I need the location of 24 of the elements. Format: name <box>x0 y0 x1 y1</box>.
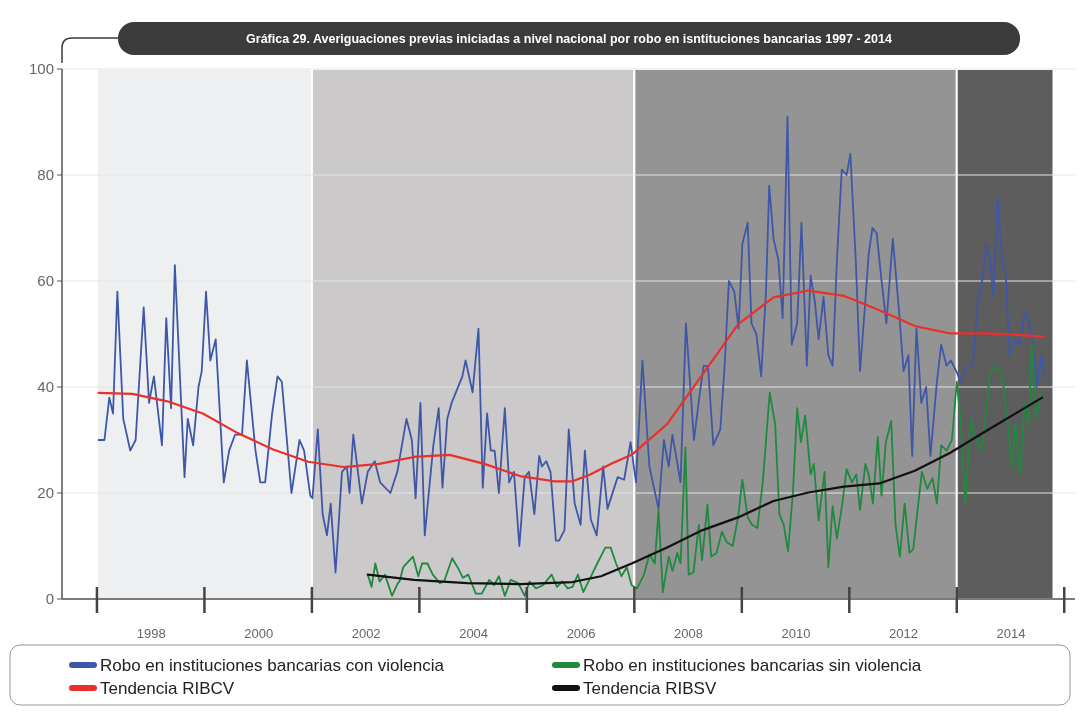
x-tick-label: 2008 <box>674 626 704 642</box>
legend-label: Robo en instituciones bancarias sin violencia <box>583 655 922 675</box>
y-tick-label: 40 <box>37 378 54 396</box>
line-series <box>366 396 1044 586</box>
legend-label: Robo en instituciones bancarias con violencia <box>100 655 445 675</box>
legend-label: Tendencia RIBCV <box>100 678 235 698</box>
y-tick-label: 100 <box>28 60 54 78</box>
x-tick-label: 2012 <box>889 626 918 642</box>
x-tick-label: 2002 <box>351 626 381 642</box>
line-series <box>97 115 1045 574</box>
y-tick-label: 60 <box>37 272 54 290</box>
x-tick-label: 2000 <box>244 626 274 642</box>
y-tick-label: 80 <box>37 166 54 184</box>
x-tick-label: 2014 <box>996 626 1026 642</box>
y-tick-label: 0 <box>45 590 54 608</box>
chart-title: Gráfica 29. Averiguaciones previas iniciadas a nivel nacional por robo en isntituciones bancarias 1997 - 2014 <box>246 32 892 46</box>
y-tick-label: 20 <box>37 484 54 502</box>
line-series <box>97 289 1045 483</box>
x-tick-label: 1998 <box>136 626 166 642</box>
x-tick-label: 2010 <box>781 626 811 642</box>
x-tick-label: 2004 <box>459 626 489 642</box>
line-series <box>366 343 1043 597</box>
legend-label: Tendencia RIBSV <box>583 678 717 698</box>
x-tick-label: 2006 <box>566 626 596 642</box>
